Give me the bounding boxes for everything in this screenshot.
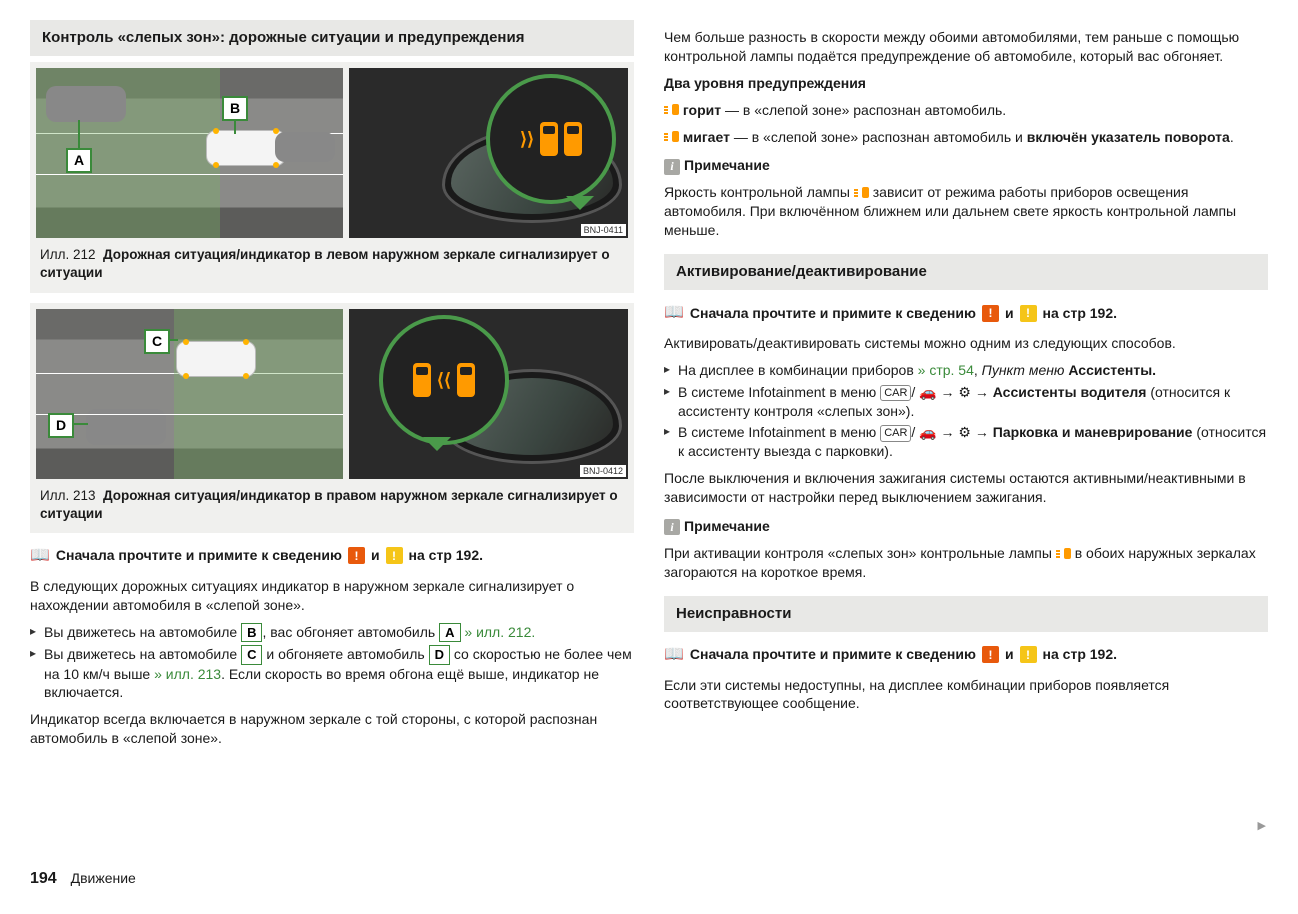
level-item: мигает — в «слепой зоне» распознан автом… [664, 128, 1268, 147]
caution-icon: ! [1020, 646, 1037, 663]
list-item: Вы движетесь на автомобиле C и обгоняете… [30, 645, 634, 702]
lamp-icon [664, 131, 679, 144]
manual-page: Контроль «слепых зон»: дорожные ситуации… [30, 20, 1268, 840]
warning-icon: ! [982, 646, 999, 663]
figure-topview: A B [36, 68, 343, 238]
section-heading: Активирование/деактивирование [664, 254, 1268, 290]
mirror-callout: ⟨⟨ [379, 315, 509, 445]
figure-mirror: ⟩⟩ BNJ-0411 [349, 68, 628, 238]
caution-icon: ! [1020, 305, 1037, 322]
warning-icon: ! [348, 547, 365, 564]
marker-c: C [144, 329, 170, 354]
warning-icon: ! [982, 305, 999, 322]
car-key-icon: CAR [880, 385, 911, 402]
section-heading: Контроль «слепых зон»: дорожные ситуации… [30, 20, 634, 56]
info-icon: i [664, 519, 680, 535]
book-icon: 📖 [664, 302, 684, 324]
caution-icon: ! [386, 547, 403, 564]
figure-code: BNJ-0411 [581, 224, 626, 236]
figure-code: BNJ-0412 [580, 465, 626, 477]
read-first-notice: 📖 Сначала прочтите и примите к сведению … [30, 545, 634, 567]
list-item: В системе Infotainment в меню CAR/ 🚗 → ⚙… [664, 423, 1268, 461]
book-icon: 📖 [664, 644, 684, 666]
book-icon: 📖 [30, 545, 50, 567]
body-text: В следующих дорожных ситуациях индикатор… [30, 577, 634, 615]
lamp-icon [1056, 548, 1071, 561]
list-item: В системе Infotainment в меню CAR/ 🚗 → ⚙… [664, 383, 1268, 421]
page-number: 194 [30, 870, 57, 887]
level-item: горит — в «слепой зоне» распознан автомо… [664, 101, 1268, 120]
marker-b: B [222, 96, 248, 121]
read-first-notice: 📖 Сначала прочтите и примите к сведению … [664, 644, 1268, 666]
list-item: Вы движетесь на автомобиле B, вас обгоня… [30, 623, 634, 643]
mirror-callout: ⟩⟩ [486, 74, 616, 204]
figure-mirror: ⟨⟨ BNJ-0412 [349, 309, 628, 479]
body-text: Чем больше разность в скорости между обо… [664, 28, 1268, 66]
body-text: После выключения и включения зажигания с… [664, 469, 1268, 507]
figure-topview: C D [36, 309, 343, 479]
figure-caption: Илл. 212 Дорожная ситуация/индикатор в л… [36, 244, 628, 286]
marker-d: D [48, 413, 74, 438]
figure-212: A B ⟩⟩ BNJ-0411 Илл. 212 Дорожная сит [30, 62, 634, 292]
note-body: Яркость контрольной лампы зависит от реж… [664, 183, 1268, 240]
body-text: Индикатор всегда включается в наружном з… [30, 710, 634, 748]
right-column: Чем больше разность в скорости между обо… [664, 20, 1268, 840]
marker-a: A [66, 148, 92, 173]
note-heading: iПримечание [664, 517, 1268, 536]
page-footer: 194 Движение [30, 868, 136, 890]
note-body: При активации контроля «слепых зон» конт… [664, 544, 1268, 582]
note-heading: iПримечание [664, 156, 1268, 175]
page-continue-icon: ▶ [1258, 819, 1266, 834]
footer-section: Движение [71, 870, 136, 886]
list-item: На дисплее в комбинации приборов » стр. … [664, 361, 1268, 380]
car-key-icon: CAR [880, 425, 911, 442]
lamp-icon [854, 187, 869, 200]
body-text: Активировать/деактивировать системы можн… [664, 334, 1268, 353]
figure-213: C D ⟨⟨ BNJ-0412 Илл. 213 Дорожная сит [30, 303, 634, 533]
figure-caption: Илл. 213 Дорожная ситуация/индикатор в п… [36, 485, 628, 527]
section-heading: Неисправности [664, 596, 1268, 632]
subheading: Два уровня предупреждения [664, 74, 1268, 93]
info-icon: i [664, 159, 680, 175]
lamp-icon [664, 104, 679, 117]
left-column: Контроль «слепых зон»: дорожные ситуации… [30, 20, 634, 840]
body-text: Если эти системы недоступны, на дисплее … [664, 676, 1268, 714]
read-first-notice: 📖 Сначала прочтите и примите к сведению … [664, 302, 1268, 324]
